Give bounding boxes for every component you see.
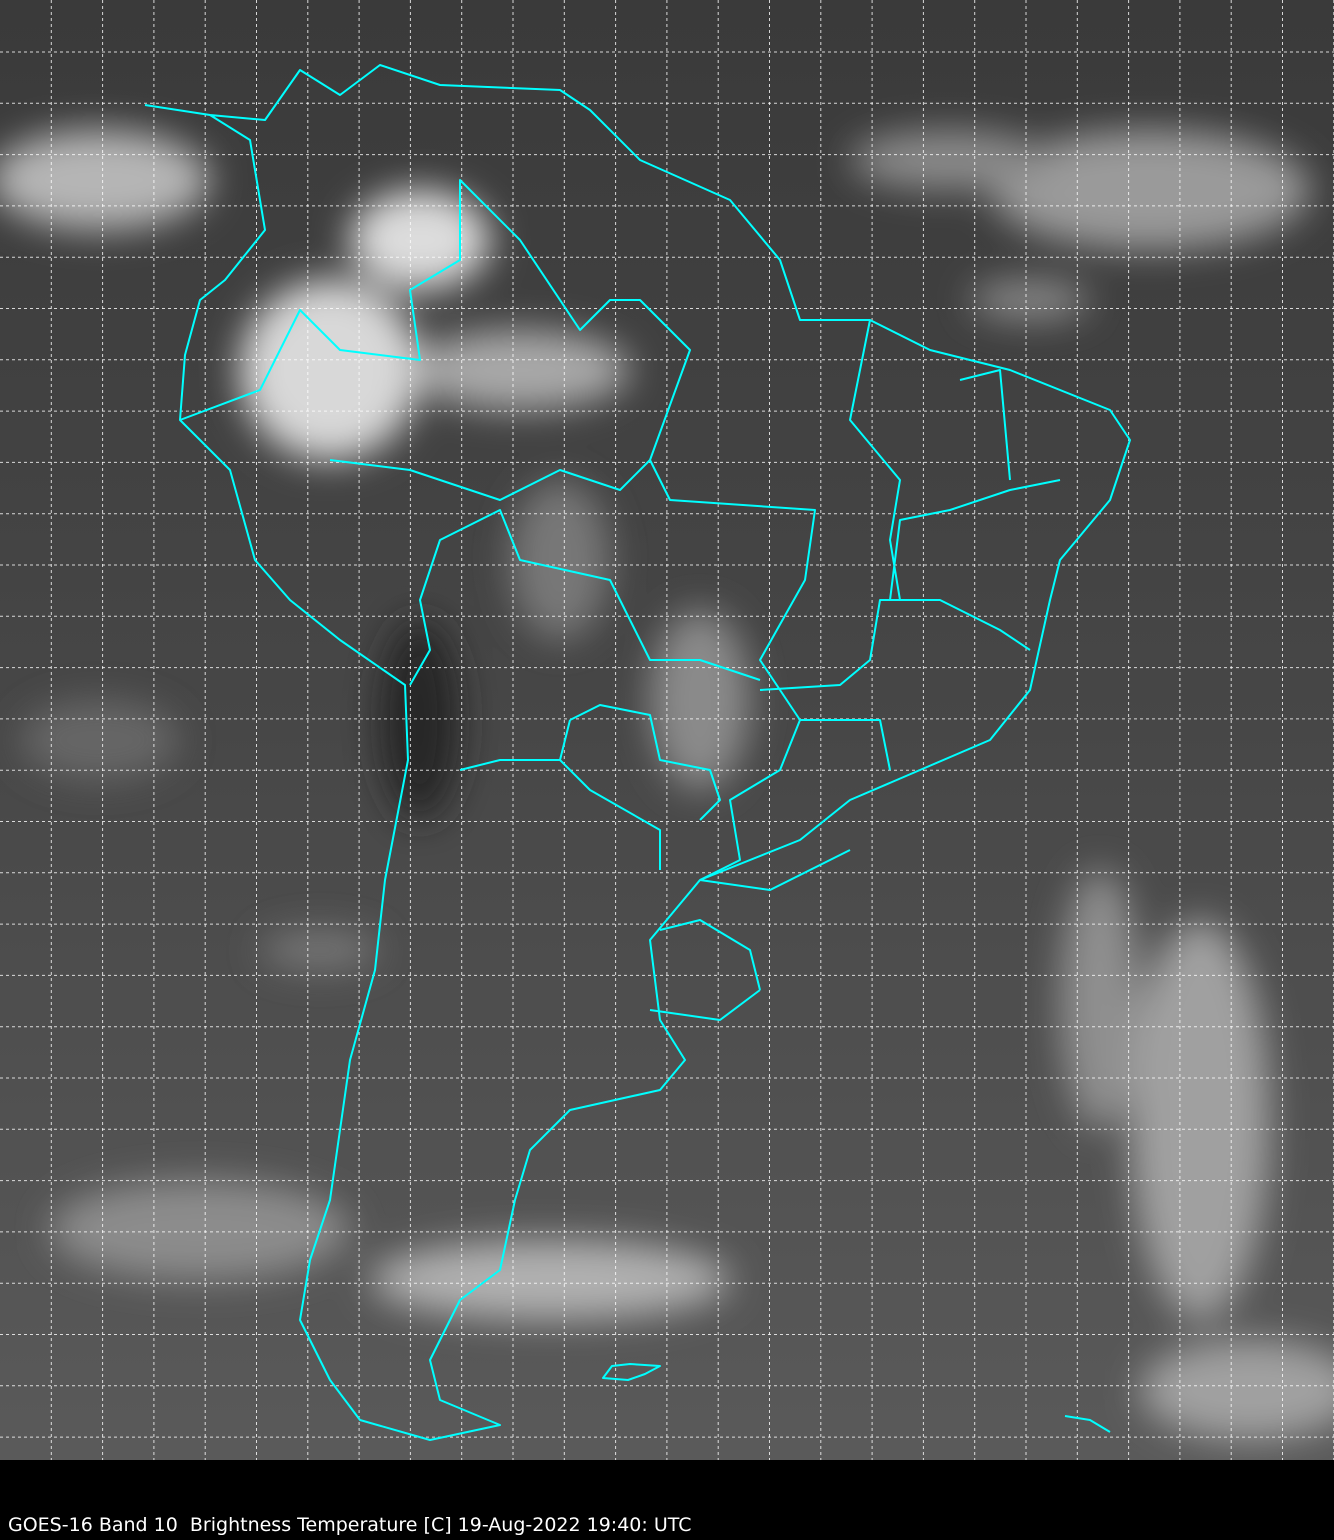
image-caption: GOES-16 Band 10 Brightness Temperature [… [8,1514,692,1536]
cloud-cover [0,130,1334,1440]
falkland-islands [602,1363,661,1381]
continent-coastline [144,64,1131,1441]
internal-borders [179,179,1061,1021]
satellite-map [0,0,1334,1460]
country-borders [144,64,1131,1441]
south-georgia [1064,1415,1111,1433]
